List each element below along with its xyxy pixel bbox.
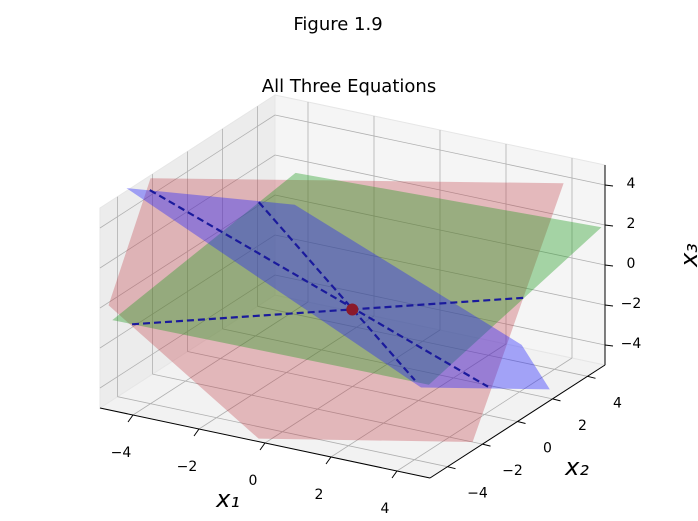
tick-mark bbox=[604, 304, 614, 307]
tick-mark bbox=[604, 264, 614, 267]
tick-mark bbox=[127, 414, 134, 423]
y-tick-label: 4 bbox=[613, 395, 622, 411]
solution-point bbox=[346, 303, 359, 316]
x-tick-label: 0 bbox=[249, 473, 258, 489]
x-tick-label: −4 bbox=[111, 445, 132, 461]
grid-line bbox=[117, 396, 448, 468]
tick-mark bbox=[193, 428, 200, 437]
x-axis-line bbox=[99, 407, 431, 479]
grid-line bbox=[99, 234, 276, 349]
tick-mark bbox=[259, 442, 266, 451]
tick-mark bbox=[391, 470, 398, 479]
z-tick-label: 2 bbox=[627, 216, 636, 232]
tick-mark bbox=[517, 421, 526, 424]
intersection-line bbox=[257, 201, 416, 381]
grid-line bbox=[99, 114, 276, 229]
grid-line bbox=[187, 351, 518, 422]
grid-line bbox=[222, 328, 553, 400]
x-axis-label: x₁ bbox=[215, 485, 240, 513]
tick-mark bbox=[604, 184, 614, 187]
tick-mark bbox=[447, 466, 456, 470]
z-tick-label: 4 bbox=[627, 176, 636, 192]
chart-title: All Three Equations bbox=[262, 76, 436, 97]
z-axis-label: x₃ bbox=[675, 243, 698, 268]
x-tick-label: 4 bbox=[381, 501, 390, 517]
y-axis-label: x₂ bbox=[564, 453, 589, 481]
grid-line bbox=[99, 194, 276, 309]
tick-mark bbox=[604, 224, 614, 227]
tick-mark bbox=[604, 344, 614, 347]
y-axis-line bbox=[429, 364, 606, 479]
grid-line bbox=[152, 373, 483, 445]
x-tick-label: −2 bbox=[177, 459, 198, 475]
grid-line bbox=[274, 194, 606, 266]
z-tick-label: 0 bbox=[627, 256, 636, 272]
tick-mark bbox=[325, 456, 332, 465]
grid-line bbox=[274, 114, 606, 186]
y-tick-label: −2 bbox=[502, 463, 523, 479]
plane bbox=[112, 172, 602, 385]
grid-line bbox=[274, 154, 606, 226]
y-tick-label: −4 bbox=[467, 486, 488, 502]
tick-mark bbox=[587, 375, 596, 379]
x-tick-label: 2 bbox=[315, 487, 324, 503]
z-tick-label: −4 bbox=[621, 336, 642, 352]
suptitle: Figure 1.9 bbox=[293, 14, 382, 35]
y-tick-label: 2 bbox=[578, 418, 587, 434]
grid-line bbox=[274, 274, 606, 346]
tick-mark bbox=[552, 398, 561, 402]
plane bbox=[126, 188, 550, 390]
grid-line bbox=[99, 154, 276, 269]
grid-line bbox=[99, 274, 276, 389]
z-tick-label: −2 bbox=[621, 296, 642, 312]
grid-line bbox=[257, 305, 588, 377]
grid-line bbox=[274, 234, 606, 306]
y-tick-label: 0 bbox=[543, 441, 552, 457]
tick-mark bbox=[482, 443, 491, 447]
